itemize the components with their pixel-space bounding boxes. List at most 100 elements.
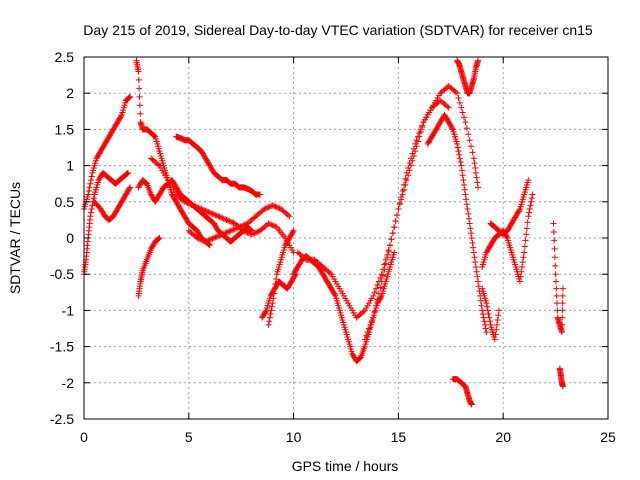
data-point-sat-a: [125, 95, 132, 102]
data-point-sat-h: [241, 228, 248, 235]
x-tick-label: 5: [185, 429, 193, 445]
data-point-sat-l: [391, 249, 398, 256]
data-point-sat-n: [463, 125, 470, 132]
data-point-sat-n: [398, 196, 405, 203]
data-point-sat-o: [482, 325, 489, 332]
data-point-sat-e: [142, 179, 149, 186]
data-point-sat-o: [458, 167, 465, 174]
data-point-sat-i: [238, 222, 245, 229]
data-point-sat-n: [454, 90, 461, 97]
data-point-sat-h: [251, 230, 258, 237]
data-point-sat-f: [155, 235, 162, 242]
grid-lines: [84, 57, 608, 419]
data-point-sat-h: [189, 202, 196, 209]
y-tick-label: 1.5: [55, 121, 75, 137]
data-point-sat-n: [385, 248, 392, 255]
data-point-sat-u: [551, 254, 558, 261]
data-point-sat-h: [226, 218, 233, 225]
data-point-sat-r: [519, 263, 526, 270]
data-point-sat-i: [264, 204, 271, 211]
data-point-sat-i: [226, 228, 233, 235]
data-point-sat-h: [248, 231, 255, 238]
data-point-sat-h: [208, 210, 215, 217]
data-point-sat-n: [470, 155, 477, 162]
data-point-sat-r: [526, 206, 533, 213]
x-tick-label: 25: [600, 429, 616, 445]
data-point-sat-i: [222, 230, 229, 237]
data-point-sat-n: [458, 104, 465, 111]
data-point-sat-n: [465, 131, 472, 138]
data-point-sat-r: [527, 202, 534, 209]
data-point-sat-n: [475, 184, 482, 191]
data-point-sat-k: [289, 228, 296, 235]
data-point-sat-o: [472, 263, 479, 270]
data-point-sat-d: [136, 93, 143, 100]
data-point-sat-r: [518, 268, 525, 275]
data-point-sat-o: [483, 329, 490, 336]
data-point-sat-b: [90, 195, 97, 202]
data-point-sat-i: [229, 227, 236, 234]
tick-labels: 0 5 10 15 20 25 -2.5 -2 -1.5 -1 -0.5 0 0.5 1 1.5 2 2.5: [50, 49, 616, 445]
data-point-sat-i: [223, 229, 230, 236]
data-point-sat-t: [492, 331, 499, 338]
data-point-sat-m: [371, 289, 378, 296]
data-point-sat-t: [494, 317, 501, 324]
data-point-sat-i: [275, 204, 282, 211]
data-point-sat-a: [126, 94, 133, 101]
data-point-sat-h: [269, 222, 276, 229]
data-point-sat-n: [384, 254, 391, 261]
data-point-sat-r: [525, 213, 532, 220]
data-point-sat-r: [503, 233, 510, 240]
data-point-sat-k: [290, 227, 297, 234]
data-point-sat-i: [241, 221, 248, 228]
data-point-sat-i: [224, 228, 231, 235]
data-point-sat-i: [194, 235, 201, 241]
data-point-sat-o: [479, 307, 486, 314]
data-point-sat-h: [266, 221, 273, 228]
data-point-sat-p: [475, 57, 482, 64]
data-point-sat-m: [373, 285, 380, 292]
data-point-sat-j: [262, 308, 269, 315]
data-point-sat-n: [367, 321, 374, 328]
data-point-sat-h: [184, 200, 191, 207]
y-tick-label: -1: [62, 302, 75, 318]
data-point-sat-h: [216, 213, 223, 220]
data-point-sat-m: [402, 175, 409, 182]
y-tick-label: -1.5: [50, 339, 74, 355]
data-point-sat-v: [559, 383, 566, 390]
data-point-sat-u: [551, 237, 558, 244]
data-point-sat-n: [361, 336, 368, 343]
data-point-sat-t: [484, 303, 491, 310]
data-point-sat-h: [240, 227, 247, 234]
data-point-sat-o: [472, 259, 479, 266]
data-point-sat-n: [380, 272, 387, 279]
data-point-sat-r: [524, 219, 531, 226]
data-point-sat-n: [402, 181, 409, 188]
data-point-sat-a: [87, 177, 94, 184]
data-point-sat-n: [456, 99, 463, 106]
data-point-sat-m: [326, 269, 333, 276]
y-tick-label: 0.5: [55, 194, 75, 210]
data-point-sat-i: [210, 235, 217, 241]
data-point-sat-r: [522, 237, 529, 244]
data-point-sat-r: [517, 273, 524, 280]
data-point-sat-h: [195, 204, 202, 211]
data-point-sat-h: [194, 204, 201, 211]
data-point-sat-i: [237, 223, 244, 230]
data-point-sat-i: [240, 222, 247, 229]
data-point-sat-h: [227, 218, 234, 225]
data-point-sat-i: [213, 233, 220, 240]
data-point-sat-i: [236, 224, 243, 231]
data-point-sat-n: [416, 133, 423, 140]
data-point-sat-n: [412, 148, 419, 155]
data-point-sat-a: [127, 93, 134, 100]
data-point-sat-r: [528, 195, 535, 202]
data-point-sat-o: [454, 140, 461, 147]
data-point-sat-h: [196, 205, 203, 212]
data-point-sat-i: [203, 238, 210, 245]
data-point-sat-n: [461, 114, 468, 121]
data-point-sat-o: [460, 177, 467, 184]
data-point-sat-i: [208, 236, 215, 243]
data-point-sat-k: [269, 300, 276, 307]
data-point-sat-h: [268, 221, 275, 228]
